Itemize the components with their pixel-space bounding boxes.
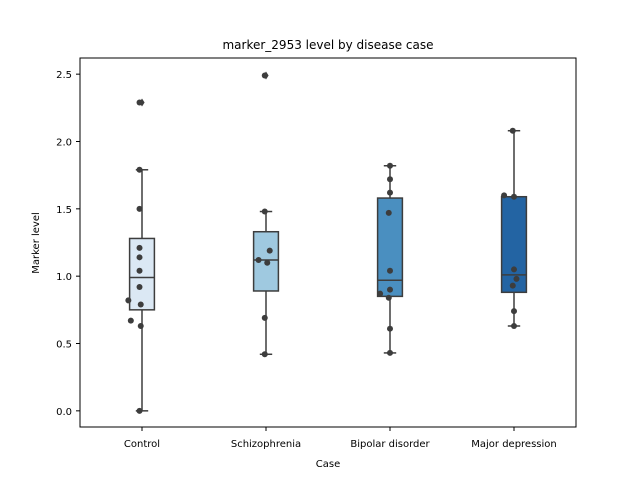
data-point [387,162,393,169]
data-point [136,99,143,106]
data-point [136,407,143,414]
data-point [501,192,508,199]
y-axis: 0.0 0.5 1.0 1.5 2.0 2.5 [56,70,80,418]
box [500,195,528,294]
data-point [385,209,392,216]
data-point [127,317,134,324]
data-point [136,254,143,261]
y-tick-label: 1.5 [56,205,72,216]
data-point [136,283,143,290]
y-tick-label: 0.0 [56,407,72,418]
x-axis: Control Schizophrenia Bipolar disorder Majo… [124,427,557,450]
data-point [511,193,517,200]
plot-frame [79,57,577,428]
points-group-0 [125,99,144,414]
data-point [136,166,143,173]
data-point [387,325,393,332]
x-tick-label: Bipolar disorder [350,439,430,450]
plot-area [79,57,577,428]
data-point [266,247,273,254]
data-point [509,282,516,289]
data-point [387,189,393,196]
data-point [387,267,393,274]
data-point [261,208,268,215]
box-group-0 [128,98,156,412]
data-point [261,72,268,79]
x-tick-label: Schizophrenia [231,439,301,450]
y-tick-label: 2.5 [56,70,72,81]
data-point [125,297,132,304]
y-tick-label: 0.5 [56,340,72,351]
data-point [264,259,271,266]
data-point [377,290,384,297]
x-axis-label: Case [316,459,340,470]
data-point [509,127,516,134]
data-point [261,314,268,321]
box [128,237,156,311]
data-point [511,266,517,273]
x-tick-label: Control [124,439,160,450]
box-group-3 [500,129,528,327]
data-point [136,205,143,212]
points-group-1 [255,72,273,358]
data-point [511,308,517,315]
points-group-2 [377,162,393,356]
data-point [387,349,393,356]
data-point [385,294,392,301]
y-tick-label: 2.0 [56,137,72,148]
chart-title: marker_2953 level by disease case [222,38,433,52]
data-point [261,351,268,358]
data-point [137,301,144,308]
x-tick-label: Major depression [471,439,557,450]
y-axis-label: Marker level [31,212,42,274]
data-point [511,322,517,329]
points-group-3 [501,127,520,329]
data-point [387,286,393,293]
y-tick-label: 1.0 [56,272,72,283]
data-point [387,176,393,183]
data-point [137,322,144,329]
data-point [136,244,143,251]
data-point [255,257,262,264]
data-point [513,275,520,282]
data-point [136,267,143,274]
